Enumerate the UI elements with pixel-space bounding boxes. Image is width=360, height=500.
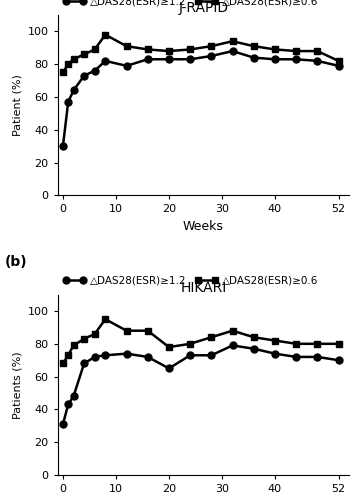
△DAS28(ESR)≥0.6 (71, 56, 76, 62)
△DAS28(ESR)≥0.6 (230, 38, 235, 44)
△DAS28(ESR)≥0.6 (103, 316, 108, 322)
△DAS28(ESR)≥1.2 (294, 354, 298, 360)
△DAS28(ESR)≥1.2 (103, 352, 108, 358)
Legend: △DAS28(ESR)≥1.2, △DAS28(ESR)≥0.6: △DAS28(ESR)≥1.2, △DAS28(ESR)≥0.6 (63, 276, 318, 286)
△DAS28(ESR)≥1.2 (82, 360, 86, 366)
△DAS28(ESR)≥0.6 (66, 352, 70, 358)
△DAS28(ESR)≥1.2 (124, 350, 129, 356)
△DAS28(ESR)≥0.6 (252, 334, 256, 340)
△DAS28(ESR)≥1.2 (294, 56, 298, 62)
△DAS28(ESR)≥0.6 (145, 328, 150, 334)
△DAS28(ESR)≥0.6 (124, 43, 129, 49)
△DAS28(ESR)≥1.2 (337, 63, 341, 69)
△DAS28(ESR)≥0.6 (124, 328, 129, 334)
Legend: △DAS28(ESR)≥1.2, △DAS28(ESR)≥0.6: △DAS28(ESR)≥1.2, △DAS28(ESR)≥0.6 (63, 0, 318, 6)
△DAS28(ESR)≥0.6 (71, 342, 76, 348)
△DAS28(ESR)≥1.2 (273, 56, 277, 62)
△DAS28(ESR)≥0.6 (93, 46, 97, 52)
△DAS28(ESR)≥0.6 (103, 32, 108, 38)
Line: △DAS28(ESR)≥0.6: △DAS28(ESR)≥0.6 (59, 316, 342, 367)
△DAS28(ESR)≥1.2 (66, 99, 70, 105)
X-axis label: Weeks: Weeks (183, 220, 224, 233)
Title: HIKARI: HIKARI (180, 280, 226, 294)
Line: △DAS28(ESR)≥1.2: △DAS28(ESR)≥1.2 (59, 342, 342, 428)
△DAS28(ESR)≥0.6 (167, 48, 171, 54)
△DAS28(ESR)≥1.2 (61, 143, 65, 149)
△DAS28(ESR)≥1.2 (167, 366, 171, 372)
△DAS28(ESR)≥1.2 (337, 357, 341, 363)
△DAS28(ESR)≥1.2 (124, 63, 129, 69)
△DAS28(ESR)≥1.2 (145, 56, 150, 62)
Text: (b): (b) (5, 255, 28, 269)
△DAS28(ESR)≥0.6 (294, 341, 298, 347)
△DAS28(ESR)≥1.2 (61, 421, 65, 427)
△DAS28(ESR)≥0.6 (273, 338, 277, 344)
△DAS28(ESR)≥0.6 (337, 58, 341, 64)
△DAS28(ESR)≥1.2 (188, 352, 192, 358)
△DAS28(ESR)≥0.6 (93, 331, 97, 337)
△DAS28(ESR)≥0.6 (337, 341, 341, 347)
△DAS28(ESR)≥0.6 (61, 70, 65, 75)
△DAS28(ESR)≥0.6 (82, 336, 86, 342)
Line: △DAS28(ESR)≥1.2: △DAS28(ESR)≥1.2 (59, 48, 342, 150)
△DAS28(ESR)≥0.6 (230, 328, 235, 334)
△DAS28(ESR)≥0.6 (61, 360, 65, 366)
Y-axis label: Patients (%): Patients (%) (12, 351, 22, 418)
△DAS28(ESR)≥1.2 (315, 354, 320, 360)
△DAS28(ESR)≥1.2 (188, 56, 192, 62)
△DAS28(ESR)≥0.6 (252, 43, 256, 49)
△DAS28(ESR)≥1.2 (66, 402, 70, 407)
△DAS28(ESR)≥0.6 (315, 48, 320, 54)
△DAS28(ESR)≥1.2 (71, 88, 76, 94)
△DAS28(ESR)≥0.6 (188, 341, 192, 347)
Y-axis label: Patient (%): Patient (%) (12, 74, 22, 136)
△DAS28(ESR)≥1.2 (252, 54, 256, 60)
△DAS28(ESR)≥1.2 (167, 56, 171, 62)
△DAS28(ESR)≥1.2 (315, 58, 320, 64)
△DAS28(ESR)≥1.2 (273, 350, 277, 356)
Title: J-RAPID: J-RAPID (178, 1, 229, 15)
△DAS28(ESR)≥0.6 (167, 344, 171, 350)
△DAS28(ESR)≥1.2 (252, 346, 256, 352)
△DAS28(ESR)≥1.2 (71, 394, 76, 400)
△DAS28(ESR)≥1.2 (230, 48, 235, 54)
△DAS28(ESR)≥1.2 (82, 72, 86, 78)
△DAS28(ESR)≥1.2 (209, 53, 213, 59)
△DAS28(ESR)≥1.2 (93, 68, 97, 74)
△DAS28(ESR)≥0.6 (209, 43, 213, 49)
△DAS28(ESR)≥1.2 (93, 354, 97, 360)
△DAS28(ESR)≥1.2 (145, 354, 150, 360)
△DAS28(ESR)≥1.2 (230, 342, 235, 348)
Line: △DAS28(ESR)≥0.6: △DAS28(ESR)≥0.6 (59, 31, 342, 76)
△DAS28(ESR)≥0.6 (66, 61, 70, 67)
△DAS28(ESR)≥0.6 (209, 334, 213, 340)
△DAS28(ESR)≥0.6 (188, 46, 192, 52)
△DAS28(ESR)≥0.6 (82, 52, 86, 58)
△DAS28(ESR)≥0.6 (273, 46, 277, 52)
△DAS28(ESR)≥0.6 (145, 46, 150, 52)
△DAS28(ESR)≥1.2 (103, 58, 108, 64)
△DAS28(ESR)≥0.6 (315, 341, 320, 347)
△DAS28(ESR)≥1.2 (209, 352, 213, 358)
△DAS28(ESR)≥0.6 (294, 48, 298, 54)
